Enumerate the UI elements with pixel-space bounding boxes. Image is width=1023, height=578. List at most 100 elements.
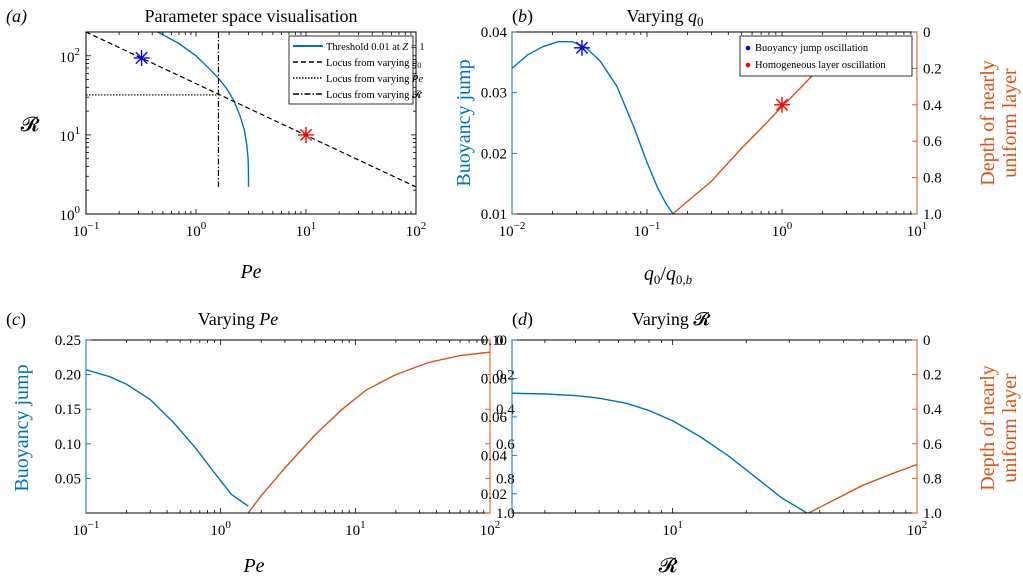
panel-b-tag: (b) xyxy=(512,6,533,27)
panel-d-title: Varying 𝓡 xyxy=(632,309,710,329)
panel-a-xtick-3: 102 xyxy=(406,220,427,240)
panel-b-xtick-0: 10−2 xyxy=(499,220,526,240)
panel-d-ytick-right-2: 0.4 xyxy=(923,402,942,418)
panel-b-xtick-1: 10−1 xyxy=(634,220,661,240)
legend-r-label: Locus from varying 𝓡 xyxy=(326,88,423,101)
panel-a-title: Parameter space visualisation xyxy=(145,6,358,26)
panel-c-series-left-line xyxy=(86,369,249,507)
panel-c-ylabel-left: Buoyancy jump xyxy=(11,364,33,491)
panel-b-ytick-right-2: 0.4 xyxy=(923,98,942,114)
panel-a-marker-1 xyxy=(298,126,314,143)
panel-c-xtick-3: 102 xyxy=(480,519,501,539)
panel-a-legend-box xyxy=(288,35,414,105)
panel-d-ytick-0: 0.02 xyxy=(481,487,507,503)
panel-c-title: Varying Pe xyxy=(198,309,278,329)
legend-buoyancy-label: Buoyancy jump oscillation xyxy=(755,43,869,54)
panel-d-ylabel-right-line2: uniform layer xyxy=(999,373,1021,483)
panel-d-ytick-right-3: 0.6 xyxy=(923,437,942,453)
panel-a: (a) Parameter space visualisation 10−1 10… xyxy=(6,6,426,283)
panel-c-tag: (c) xyxy=(6,309,26,330)
panel-a-plot-area xyxy=(86,32,416,188)
panel-d-ytick-right-5: 1.0 xyxy=(923,506,942,522)
panel-b-ylabel-right-line1: Depth of nearly xyxy=(977,60,999,186)
panel-b-series-left-line xyxy=(512,41,674,214)
panel-d-xtick-0: 101 xyxy=(662,519,683,539)
panel-b-ticks: 10−2 10−1 100 101 0.01 0.02 0.03 0.04 0 0.2 0.4 0.6… xyxy=(481,25,943,240)
panel-b-marker-1 xyxy=(774,96,790,113)
panel-c-series-right-line xyxy=(247,351,490,513)
panel-d-axes-box xyxy=(511,339,918,514)
panel-a-ytick-1: 101 xyxy=(60,125,81,145)
panel-a-ylabel: 𝓡 xyxy=(21,114,40,136)
panel-b-legend: Buoyancy jump oscillation Homogeneous la… xyxy=(739,35,913,77)
panel-d-ytick-3: 0.08 xyxy=(481,371,507,387)
panel-d-tag: (d) xyxy=(512,309,533,330)
panel-a-marker-0 xyxy=(133,49,150,66)
panel-d-xtick-1: 102 xyxy=(907,519,928,539)
panel-c-xtick-2: 101 xyxy=(345,519,366,539)
panel-b-ytick-right-3: 0.6 xyxy=(923,134,942,150)
panel-a-axes-box xyxy=(85,31,417,215)
panel-c-ytick-right-3: 0.6 xyxy=(496,437,515,453)
panel-c-ytick-right-4: 0.8 xyxy=(496,471,515,487)
panel-b-xtick-2: 100 xyxy=(772,220,793,240)
panel-c-xtick-1: 100 xyxy=(210,519,231,539)
panel-a-xtick-0: 10−1 xyxy=(73,220,100,240)
panel-b-xtick-3: 101 xyxy=(907,220,928,240)
panel-a-ytick-0: 100 xyxy=(60,204,81,224)
panel-d-ytick-1: 0.04 xyxy=(481,448,508,464)
panel-d-series-right-line xyxy=(808,463,917,513)
panel-b-ylabel-right-line2: uniform layer xyxy=(999,68,1021,178)
panel-c-ytick-right-2: 0.4 xyxy=(496,402,515,418)
panel-d-ytick-right-4: 0.8 xyxy=(923,471,942,487)
panel-b-ytick-3: 0.04 xyxy=(481,25,508,41)
panel-d-ytick-right-0: 0 xyxy=(923,333,931,349)
panel-b-ylabel-left: Buoyancy jump xyxy=(453,59,475,186)
panel-d-series-left-line xyxy=(512,392,809,513)
panel-c-ytick-right-5: 1.0 xyxy=(496,506,515,522)
panel-c-ytick-3: 0.20 xyxy=(55,368,81,384)
panel-b: (b) Varying q0 10−2 10−1 100 101 0.01 0.02 0.0… xyxy=(453,6,1021,287)
panel-c-ytick-0: 0.05 xyxy=(55,471,81,487)
panel-b-xlabel: q0/q0,b xyxy=(644,263,693,287)
panel-c-xtick-0: 10−1 xyxy=(73,519,100,539)
panel-b-ytick-1: 0.02 xyxy=(481,146,507,162)
legend-buoyancy-swatch xyxy=(745,45,751,51)
panel-b-marker-0 xyxy=(573,39,590,56)
panel-c-axes-box xyxy=(85,339,491,514)
panel-c: (c) Varying Pe 10−1 100 101 102 0.05 0.10 0.15… xyxy=(6,309,515,577)
panel-c-ytick-2: 0.15 xyxy=(55,402,81,418)
panel-c-ytick-right-1: 0.2 xyxy=(496,368,515,384)
panel-c-ticks: 10−1 100 101 102 0.05 0.10 0.15 0.20 0.25 0 0.2 0.4… xyxy=(55,333,516,539)
panel-d-ytick-2: 0.06 xyxy=(481,410,508,426)
panel-b-title: Varying q0 xyxy=(627,6,704,29)
panel-a-series-solid-line xyxy=(157,32,250,187)
legend-pe-label: Locus from varying Pe xyxy=(326,74,423,85)
legend-threshold-label: Threshold 0.01 at Z = 1 xyxy=(326,42,425,53)
panel-b-ytick-2: 0.03 xyxy=(481,86,507,102)
panel-c-xlabel: Pe xyxy=(242,555,264,577)
panel-c-ytick-4: 0.25 xyxy=(55,333,81,349)
panel-c-ytick-right-0: 0 xyxy=(496,333,504,349)
panel-b-ytick-right-1: 0.2 xyxy=(923,61,942,77)
panel-b-ytick-right-4: 0.8 xyxy=(923,171,942,187)
panel-d-ytick-4: 0.10 xyxy=(481,333,507,349)
panel-c-plot-area xyxy=(86,351,490,513)
panel-d: (d) Varying 𝓡 101 102 0.02 0.04 0.06 0.08 0.10… xyxy=(481,309,1021,577)
legend-homogeneous-label: Homogeneous layer oscillation xyxy=(755,60,886,71)
panel-b-ytick-0: 0.01 xyxy=(481,207,507,223)
panel-d-xlabel: 𝓡 xyxy=(659,555,678,577)
panel-a-xtick-2: 101 xyxy=(296,220,317,240)
panel-b-ytick-right-5: 1.0 xyxy=(923,207,942,223)
panel-a-ytick-2: 102 xyxy=(60,46,81,66)
panel-a-tag: (a) xyxy=(6,6,27,27)
panel-b-ytick-right-0: 0 xyxy=(923,25,931,41)
panel-a-legend: Threshold 0.01 at Z = 1 Locus from varyi… xyxy=(288,35,425,105)
panel-b-legend-box xyxy=(739,35,913,77)
panel-c-ytick-1: 0.10 xyxy=(55,437,81,453)
panel-a-xlabel: Pe xyxy=(239,261,261,283)
legend-q0-label: Locus from varying q0 xyxy=(326,58,421,70)
